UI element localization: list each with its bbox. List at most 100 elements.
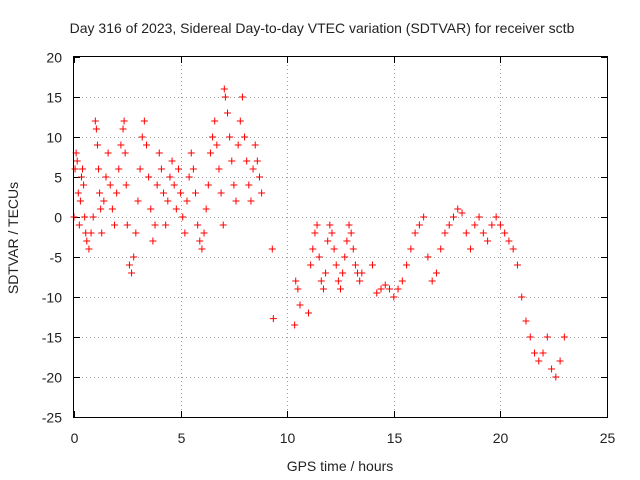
data-point [415, 221, 423, 229]
data-point [454, 205, 462, 213]
data-point [332, 261, 340, 269]
data-point [151, 221, 159, 229]
data-point [226, 133, 234, 141]
y-tick-label: 20 [46, 50, 62, 66]
data-point [484, 237, 492, 245]
data-point [138, 133, 146, 141]
data-point [149, 237, 157, 245]
y-tick-label: 15 [46, 90, 62, 106]
data-point [386, 285, 394, 293]
data-point [76, 197, 84, 205]
data-point [74, 189, 82, 197]
data-point [356, 277, 364, 285]
data-point [326, 221, 334, 229]
data-point [145, 173, 153, 181]
data-point [164, 197, 172, 205]
data-point [475, 213, 483, 221]
data-point [162, 221, 170, 229]
data-point [241, 133, 249, 141]
data-point [441, 229, 449, 237]
x-tick-label: 25 [600, 430, 616, 446]
data-point [238, 93, 246, 101]
data-point [552, 373, 560, 381]
data-point [220, 85, 228, 93]
x-tick-label: 5 [178, 430, 186, 446]
data-point [228, 157, 236, 165]
data-point [77, 173, 85, 181]
data-point [187, 149, 195, 157]
data-point [324, 237, 332, 245]
x-axis-label: GPS time / hours [287, 458, 394, 474]
data-point [560, 333, 568, 341]
data-point [548, 365, 556, 373]
data-point [166, 173, 174, 181]
data-series-sdtvar [70, 85, 568, 381]
y-tick-label: -10 [42, 290, 62, 306]
data-point [125, 261, 133, 269]
y-tick-labels: -25 -20 -15 -10 -5 0 5 10 15 20 [42, 50, 62, 426]
data-point [221, 93, 229, 101]
data-point [200, 229, 208, 237]
data-point [155, 149, 163, 157]
data-point [91, 117, 99, 125]
chart-title: Day 316 of 2023, Sidereal Day-to-day VTE… [70, 20, 575, 36]
data-point [93, 141, 101, 149]
data-point [305, 309, 313, 317]
data-point [196, 237, 204, 245]
data-point [328, 229, 336, 237]
x-tick-label: 20 [493, 430, 509, 446]
data-point [247, 197, 255, 205]
data-point [215, 165, 223, 173]
data-point [522, 317, 530, 325]
data-point [330, 245, 338, 253]
data-point [526, 333, 534, 341]
data-point [217, 189, 225, 197]
data-point [132, 229, 140, 237]
data-point [89, 213, 97, 221]
data-point [313, 221, 321, 229]
data-point [213, 141, 221, 149]
data-point [479, 229, 487, 237]
data-point [488, 221, 496, 229]
data-point [81, 213, 89, 221]
data-point [345, 221, 353, 229]
data-point [398, 277, 406, 285]
data-point [136, 165, 144, 173]
data-point [123, 221, 131, 229]
data-point [407, 245, 415, 253]
data-point [168, 157, 176, 165]
data-point [249, 165, 257, 173]
data-point [117, 141, 125, 149]
data-point [556, 357, 564, 365]
data-point [258, 189, 266, 197]
data-point [390, 293, 398, 301]
data-point [351, 261, 359, 269]
data-point [322, 269, 330, 277]
data-point [71, 165, 79, 173]
data-point [317, 277, 325, 285]
data-point [245, 181, 253, 189]
data-point [255, 173, 263, 181]
data-point [315, 253, 323, 261]
data-point [420, 213, 428, 221]
data-point [73, 157, 81, 165]
data-point [209, 133, 217, 141]
data-point [183, 197, 191, 205]
data-point [243, 157, 251, 165]
data-point [251, 141, 259, 149]
data-point [377, 285, 385, 293]
data-point [269, 315, 277, 323]
data-point [307, 261, 315, 269]
data-point [204, 181, 212, 189]
data-point [87, 229, 95, 237]
data-point [432, 269, 440, 277]
data-point [115, 165, 123, 173]
data-point [253, 157, 261, 165]
data-point [224, 109, 232, 117]
data-point [501, 229, 509, 237]
data-point [311, 229, 319, 237]
data-point [172, 205, 180, 213]
y-tick-label: -5 [50, 250, 63, 266]
data-point [403, 261, 411, 269]
